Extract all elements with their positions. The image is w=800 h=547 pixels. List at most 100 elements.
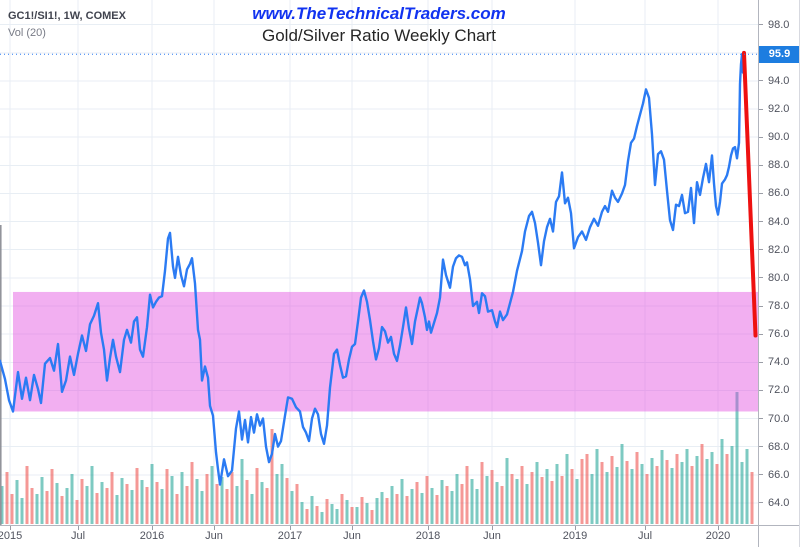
volume-bar: [185, 486, 189, 524]
support-zone[interactable]: [13, 291, 758, 412]
volume-bar: [25, 466, 29, 524]
plot-svg[interactable]: [0, 0, 758, 525]
volume-bar: [740, 462, 744, 524]
time-tick-label: Jun: [343, 530, 361, 542]
plot-area[interactable]: [0, 0, 758, 525]
volume-bar: [720, 439, 724, 524]
price-tick: [759, 305, 763, 307]
volume-bar: [700, 444, 704, 524]
volume-bar: [335, 509, 339, 524]
time-tick: [214, 526, 215, 530]
volume-bar: [300, 502, 304, 524]
time-tick: [352, 526, 353, 530]
volume-bar: [285, 478, 289, 524]
time-tick-label: Jul: [70, 530, 86, 542]
volume-bar: [425, 476, 429, 524]
volume-bar: [535, 462, 539, 524]
volume-bar: [455, 474, 459, 524]
price-tick-label: 98.0: [768, 18, 790, 31]
volume-bar: [315, 506, 319, 524]
ratio-price-line[interactable]: [0, 53, 745, 486]
volume-bar: [290, 491, 294, 524]
volume-bar: [490, 470, 494, 524]
volume-bar: [330, 504, 334, 524]
price-tick: [759, 361, 763, 363]
volume-bar: [400, 479, 404, 524]
volume-bar: [460, 484, 464, 524]
volume-bar: [15, 480, 19, 524]
time-axis[interactable]: 2015 Jul 2016 Jun 2017 Jun 2018 Jun 2019 Jul 2020: [0, 525, 758, 547]
volume-bar: [135, 468, 139, 524]
volume-bar: [570, 469, 574, 524]
volume-bar: [550, 481, 554, 524]
volume-bar: [215, 484, 219, 524]
volume-bar: [530, 472, 534, 524]
volume-bar: [360, 497, 364, 524]
price-tick: [759, 446, 763, 448]
volume-bar: [175, 494, 179, 524]
volume-bar: [465, 466, 469, 524]
volume-bar: [675, 454, 679, 524]
volume-bar: [470, 479, 474, 524]
red-trend-line[interactable]: [742, 50, 758, 338]
time-tick: [78, 526, 79, 530]
volume-bar: [265, 488, 269, 524]
price-tick: [759, 164, 763, 166]
volume-bar: [280, 464, 284, 524]
volume-bar: [235, 486, 239, 524]
time-tick-label: Jul: [637, 530, 653, 542]
volume-bar: [725, 454, 729, 524]
volume-bar: [195, 479, 199, 524]
volume-bar: [200, 491, 204, 524]
volume-bar: [545, 469, 549, 524]
volume-bar: [705, 459, 709, 524]
price-tick-label: 76.0: [768, 328, 790, 341]
volume-bar: [405, 496, 409, 524]
time-tick: [492, 526, 493, 530]
price-tick-label: 68.0: [768, 440, 790, 453]
volume-bar: [310, 496, 314, 524]
volume-bar: [75, 500, 79, 524]
volume-bar: [160, 489, 164, 524]
price-tick-label: 94.0: [768, 74, 790, 87]
volume-bar: [695, 456, 699, 524]
volume-bar: [640, 464, 644, 524]
volume-bar: [670, 468, 674, 524]
volume-bar: [30, 488, 34, 524]
price-tick-label: 86.0: [768, 187, 790, 200]
volume-bar: [440, 480, 444, 524]
volume-bar: [435, 495, 439, 524]
volume-bar: [240, 459, 244, 524]
volume-bar: [500, 486, 504, 524]
volume-bar: [275, 474, 279, 524]
volume-bar: [370, 510, 374, 524]
volume-bar: [385, 498, 389, 524]
volume-bar: [495, 482, 499, 524]
volume-bar: [35, 494, 39, 524]
price-axis[interactable]: 95.9 98.0 94.0 92.0 90.0 88.0 86.0 84.0 82.0 80.…: [758, 0, 799, 525]
price-tick-label: 92.0: [768, 103, 790, 116]
volume-bar: [510, 474, 514, 524]
time-tick: [10, 526, 11, 530]
price-tick: [759, 333, 763, 335]
volume-bar: [540, 477, 544, 524]
volume-bar: [645, 474, 649, 524]
price-tick: [759, 474, 763, 476]
volume-indicator-label[interactable]: Vol (20): [8, 27, 46, 40]
volume-bar: [45, 491, 49, 524]
volume-bar: [70, 474, 74, 524]
volume-bar: [420, 493, 424, 524]
volume-bar: [345, 500, 349, 524]
price-tick: [759, 502, 763, 504]
time-tick: [152, 526, 153, 530]
volume-bar: [245, 480, 249, 524]
volume-bar: [555, 464, 559, 524]
volume-bar: [635, 452, 639, 524]
volume-bar: [5, 472, 9, 524]
price-tick-label: 90.0: [768, 131, 790, 144]
symbol-label[interactable]: GC1!/SI1!, 1W, COMEX: [8, 10, 126, 22]
volume-bar: [140, 480, 144, 524]
volume-bar: [40, 477, 44, 524]
volume-bar: [55, 483, 59, 524]
time-tick-label: Jun: [205, 530, 223, 542]
